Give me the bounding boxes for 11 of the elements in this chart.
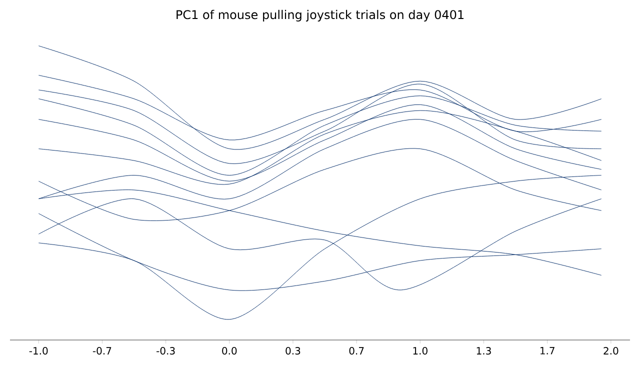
x-tick-label: 1.3 [476,347,491,355]
x-tick-label: 1.0 [413,347,428,355]
x-tick-label: 0.0 [222,347,237,355]
x-tick-label: -1.0 [29,347,48,355]
x-tick-label: 0.3 [286,347,300,355]
x-tick-label: -0.3 [156,347,175,355]
x-tick-label: 2.0 [604,347,618,355]
x-tick-label: -0.7 [92,347,112,355]
chart-title: PC1 of mouse pulling joystick trials on day 0401 [176,10,464,22]
x-tick-label: 0.7 [349,347,364,355]
x-tick-label: 1.7 [540,347,554,354]
